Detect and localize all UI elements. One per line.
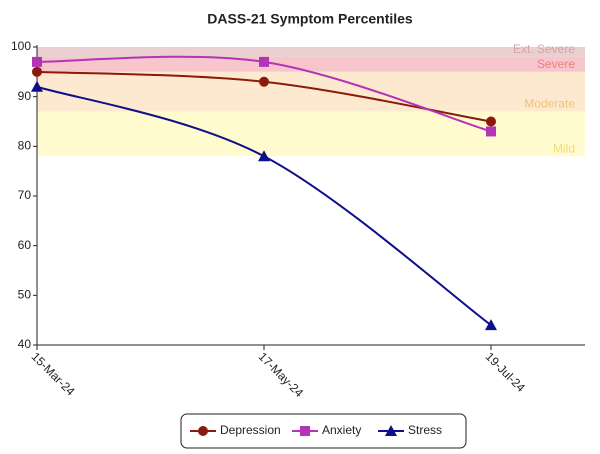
band	[37, 56, 585, 72]
marker	[486, 116, 496, 127]
band-label: Severe	[537, 57, 575, 71]
legend-box	[180, 413, 467, 449]
marker	[32, 66, 42, 77]
y-tick-label: 60	[18, 238, 32, 252]
y-tick-label: 80	[18, 139, 32, 153]
marker	[32, 56, 42, 67]
chart-title: DASS-21 Symptom Percentiles	[207, 11, 413, 27]
legend-label: Anxiety	[322, 423, 361, 437]
marker	[300, 426, 310, 436]
legend-label: Depression	[220, 423, 281, 437]
band-label: Ext. Severe	[513, 42, 575, 56]
marker	[259, 56, 269, 67]
marker	[198, 426, 208, 436]
y-tick-label: 40	[18, 337, 32, 351]
marker	[259, 76, 269, 87]
marker	[486, 126, 496, 137]
y-tick-label: 70	[18, 188, 32, 202]
y-tick-label: 100	[11, 39, 31, 53]
x-tick-label: 17-May-24	[256, 349, 307, 400]
band-label: Mild	[553, 141, 575, 155]
x-tick-label: 19-Jul-24	[483, 349, 529, 395]
band	[37, 111, 585, 157]
y-tick-label: 50	[18, 288, 32, 302]
band-label: Moderate	[524, 97, 575, 111]
x-tick-label: 15-Mar-24	[29, 349, 78, 398]
legend-label: Stress	[408, 423, 442, 437]
y-tick-label: 90	[18, 89, 32, 103]
marker	[258, 150, 270, 162]
marker	[31, 80, 43, 92]
marker	[385, 425, 397, 436]
band	[37, 47, 585, 57]
band	[37, 71, 585, 112]
marker	[485, 319, 497, 331]
